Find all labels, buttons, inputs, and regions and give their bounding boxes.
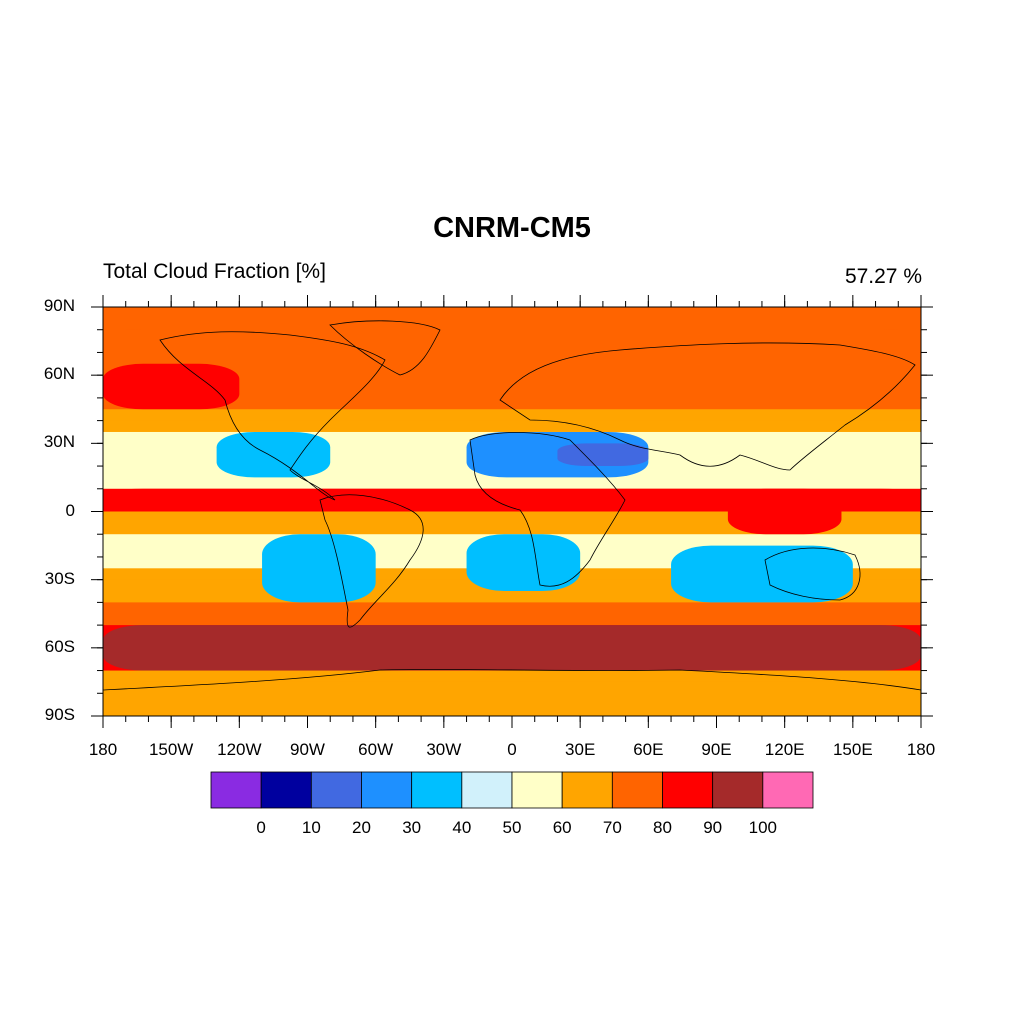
antarctica-outline — [103, 669, 921, 691]
y-tick-label: 30S — [44, 568, 75, 588]
colorbar-swatch — [712, 771, 764, 809]
x-tick-label: 30W — [426, 740, 462, 759]
zonal-band — [103, 602, 921, 615]
cloud-region — [727, 488, 842, 535]
zonal-band — [103, 329, 921, 342]
zonal-band — [103, 591, 921, 603]
colorbar-label: 100 — [748, 818, 778, 837]
cloud-region — [262, 534, 376, 603]
y-tick-label: 60S — [44, 636, 75, 656]
greenland-outline — [329, 320, 441, 376]
colorbar-label: 90 — [703, 818, 723, 837]
colorbar-label: 40 — [452, 818, 472, 837]
zonal-band — [103, 477, 921, 490]
y-tick-label: 0 — [65, 500, 75, 520]
x-tick-label: 120E — [764, 740, 805, 759]
zonal-band — [103, 409, 921, 422]
europe-asia-outline — [499, 342, 916, 471]
colorbar-label: 30 — [402, 818, 422, 837]
cloud-region — [557, 443, 649, 467]
x-tick-label: 0 — [507, 740, 517, 759]
colorbar-swatch — [511, 771, 563, 809]
colorbar-swatch — [662, 771, 714, 809]
x-tick-label: 60W — [358, 740, 394, 759]
colorbar-label: 50 — [502, 818, 522, 837]
zonal-band — [103, 363, 921, 376]
south-america-outline — [319, 494, 424, 628]
y-tick-label: 60N — [43, 364, 75, 384]
cloud-region — [466, 534, 581, 592]
colorbar-swatch — [611, 771, 663, 809]
zonal-band — [103, 522, 921, 535]
north-america-outline — [159, 331, 386, 501]
cloud-region — [103, 363, 240, 410]
variable-label: Total Cloud Fraction [%] — [103, 260, 326, 283]
zonal-band — [103, 397, 921, 410]
colorbar-swatch — [210, 771, 262, 809]
cloud-region — [216, 431, 331, 478]
zonal-band — [103, 375, 921, 388]
zonal-band — [103, 500, 921, 512]
x-tick-label: 180 — [906, 740, 936, 759]
colorbar-swatch — [561, 771, 613, 809]
x-tick-label: 150E — [832, 740, 873, 759]
x-tick-label: 150W — [148, 740, 194, 759]
x-tick-label: 90W — [290, 740, 325, 759]
x-tick-label: 60E — [633, 740, 664, 759]
zonal-band — [103, 386, 921, 399]
colorbar-label: 20 — [352, 818, 371, 837]
y-tick-label: 90N — [43, 296, 75, 315]
colorbar-swatch — [361, 771, 413, 809]
cloud-region — [103, 307, 921, 330]
colorbar-swatch — [411, 771, 463, 809]
zonal-band — [103, 613, 921, 626]
plot-title: CNRM-CM5 — [433, 212, 591, 244]
colorbar-swatch — [461, 771, 513, 809]
colorbar-label: 10 — [301, 818, 321, 837]
cloud-region — [103, 488, 921, 505]
cloud-region — [671, 545, 853, 603]
x-tick-label: 180 — [88, 740, 118, 759]
zonal-band — [103, 341, 921, 353]
zonal-band — [103, 511, 921, 524]
y-tick-label: 90S — [44, 705, 75, 724]
zonal-band — [103, 352, 921, 365]
x-tick-label: 30E — [565, 740, 596, 759]
australia-outline — [764, 547, 861, 601]
colorbar-swatch — [260, 771, 312, 809]
cloud-region — [103, 625, 921, 671]
global-mean-label: 57.27 % — [844, 265, 922, 288]
colorbar-label: 80 — [653, 818, 672, 837]
colorbar-label: 70 — [602, 818, 622, 837]
y-tick-label: 30N — [43, 432, 75, 452]
zonal-band — [103, 420, 921, 433]
colorbar-label: 0 — [256, 818, 266, 837]
colorbar-label: 60 — [552, 818, 572, 837]
africa-outline — [469, 432, 626, 587]
zonal-band — [103, 670, 921, 683]
colorbar-swatch — [310, 771, 362, 809]
colorbar-swatch — [762, 771, 814, 809]
x-tick-label: 120W — [217, 740, 262, 759]
x-tick-label: 90E — [701, 740, 732, 759]
cloud-region — [103, 681, 921, 716]
